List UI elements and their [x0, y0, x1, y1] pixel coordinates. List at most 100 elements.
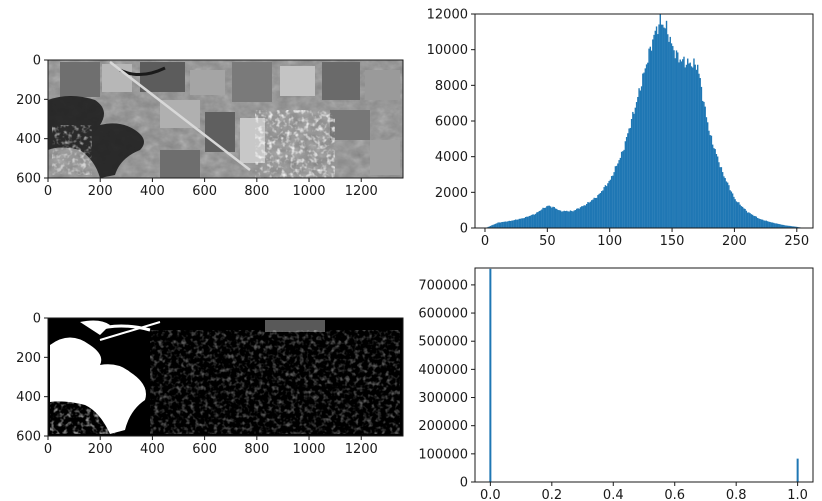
grayscale-histogram-panel: 0 50 100 150 200 250 0 2000 4000 6000 8000 10000 120… [427, 8, 814, 249]
histogram-bar [652, 39, 654, 228]
binary-mask-image [48, 318, 403, 436]
histogram-bar [719, 167, 721, 228]
histogram-bar [614, 166, 617, 228]
histogram-bar [721, 172, 724, 228]
histogram-bar [577, 208, 579, 228]
x-tick-label: 200 [722, 234, 747, 249]
histogram-bar [793, 226, 795, 228]
histogram-bar [706, 122, 709, 228]
histogram-bar [775, 223, 777, 228]
histogram-bar [501, 222, 503, 228]
histogram-bar [561, 211, 563, 228]
histogram-bar [695, 69, 698, 229]
histogram-bar [518, 218, 521, 228]
histogram-bar [554, 208, 557, 228]
histogram-bar [552, 206, 554, 228]
y-tick-label: 0 [460, 476, 468, 491]
histogram-bar [528, 215, 531, 228]
histogram-bar [785, 225, 787, 228]
histogram-bar [556, 208, 558, 228]
histogram-bar [715, 153, 718, 228]
histogram-bar [597, 195, 599, 228]
histogram-bar [620, 151, 623, 228]
histogram-bar [595, 197, 598, 228]
histogram-bar [508, 220, 511, 228]
histogram-bar [506, 221, 508, 228]
histogram-bar [544, 207, 547, 228]
x-tick-label: 0.6 [664, 488, 685, 501]
histogram-bar [503, 221, 506, 228]
histogram-bar [539, 210, 542, 228]
histogram-bar [599, 192, 602, 228]
histogram-bar [516, 219, 518, 228]
y-tick-label: 10000 [427, 43, 468, 58]
histogram-bar [593, 197, 595, 228]
histogram-bar [572, 211, 574, 228]
histogram-bar [573, 210, 575, 228]
histogram-bar [654, 30, 656, 229]
histogram-bar [602, 190, 604, 228]
histogram-bar [514, 219, 517, 228]
histogram-bar [684, 67, 686, 228]
y-tick-label: 700000 [418, 278, 468, 293]
histogram-bar [713, 148, 715, 228]
histogram-bar [607, 183, 609, 228]
histogram-bar [710, 135, 713, 228]
histogram-bar [569, 210, 572, 228]
histogram-bar [700, 86, 703, 228]
x-tick-label: 200 [88, 184, 113, 199]
histogram-bar [650, 50, 653, 228]
histogram-bar [507, 221, 509, 228]
histogram-bar [637, 96, 639, 228]
x-tick-label: 600 [192, 184, 217, 199]
y-tick-label: 600 [16, 430, 41, 445]
histogram-bar [529, 215, 532, 228]
histogram-bar [523, 218, 526, 228]
x-tick-label: 0 [44, 184, 52, 199]
histogram-bar [672, 46, 674, 229]
histogram-bar [566, 210, 568, 228]
histogram-bar [489, 225, 492, 228]
x-tick-label: 50 [539, 234, 556, 249]
histogram-bar [643, 72, 645, 228]
histogram-bar [729, 190, 731, 228]
x-tick-label: 150 [660, 234, 685, 249]
histogram-bar [753, 215, 755, 228]
histogram-bar [668, 41, 670, 229]
histogram-bar [649, 46, 652, 228]
histogram-bar [728, 185, 730, 228]
histogram-bar [524, 216, 527, 228]
histogram-bar [769, 221, 771, 228]
x-tick-label: 0.8 [726, 488, 747, 501]
histogram-bar [648, 48, 650, 229]
histogram-bar [758, 218, 760, 228]
histogram-bar [608, 180, 610, 228]
histogram-bar [579, 207, 582, 228]
x-tick-label: 400 [140, 184, 165, 199]
histogram-bar [628, 128, 630, 228]
histogram-bar [622, 151, 624, 228]
histogram-bar [709, 135, 711, 228]
histogram-bar [493, 224, 496, 228]
histogram-bar [592, 199, 594, 228]
histogram-bar [618, 160, 620, 228]
histogram-bar [638, 88, 640, 228]
histogram-bar [779, 224, 781, 228]
histogram-bar [679, 59, 681, 228]
histogram-bar [642, 73, 644, 228]
x-tick-label: 0 [481, 234, 489, 249]
histogram-bars [489, 268, 799, 482]
histogram-bar [704, 106, 706, 228]
histogram-bar [724, 178, 726, 228]
histogram-bar [492, 224, 494, 228]
x-tick-label: 800 [244, 442, 269, 457]
histogram-bar [726, 182, 729, 228]
histogram-bar [759, 218, 761, 228]
plot-frame [474, 13, 814, 229]
y-tick-label: 200000 [418, 419, 468, 434]
histogram-bar [750, 214, 753, 228]
x-tick-label: 1200 [345, 442, 378, 457]
histogram-bar [743, 208, 745, 228]
histogram-bar [519, 218, 522, 228]
histogram-bar [541, 209, 543, 228]
